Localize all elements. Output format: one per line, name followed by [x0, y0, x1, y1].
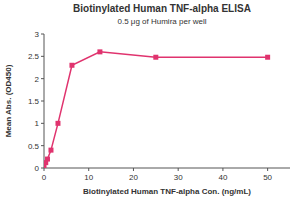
- data-point: [265, 55, 270, 60]
- y-tick: [41, 123, 44, 124]
- x-tick-label: 0: [42, 173, 47, 182]
- y-tick: [41, 145, 44, 146]
- y-tick-label: 1.5: [28, 97, 40, 106]
- y-axis-label: Mean Abs. (OD450): [4, 64, 13, 137]
- y-tick-label: 2.5: [28, 52, 40, 61]
- y-tick: [41, 34, 44, 35]
- x-tick-label: 10: [84, 173, 93, 182]
- data-point: [69, 63, 74, 68]
- x-tick: [44, 168, 45, 171]
- x-tick: [222, 168, 223, 171]
- data-line: [44, 52, 268, 166]
- data-point: [55, 121, 60, 126]
- y-tick-label: 1: [35, 119, 40, 128]
- data-point: [153, 55, 158, 60]
- data-point: [45, 157, 50, 162]
- chart: Biotinylated Human TNF-alpha ELISA 0.5 μg…: [0, 0, 300, 200]
- y-tick: [41, 101, 44, 102]
- x-tick: [178, 168, 179, 171]
- x-tick: [88, 168, 89, 171]
- x-tick: [133, 168, 134, 171]
- plot-area: [44, 49, 270, 168]
- y-tick: [41, 56, 44, 57]
- y-tick-label: 2: [35, 75, 40, 84]
- y-tick-label: 0.5: [28, 142, 40, 151]
- x-tick-label: 40: [218, 173, 227, 182]
- y-tick: [41, 78, 44, 79]
- title: Biotinylated Human TNF-alpha ELISA: [73, 3, 251, 14]
- x-axis: [44, 168, 290, 169]
- y-tick-label: 0: [35, 164, 40, 173]
- subtitle: 0.5 μg of Humira per well: [117, 17, 206, 26]
- data-point: [48, 148, 53, 153]
- x-tick-label: 20: [129, 173, 138, 182]
- x-tick-label: 30: [174, 173, 183, 182]
- y-tick-label: 3: [35, 30, 40, 39]
- data-point: [97, 49, 102, 54]
- x-tick-label: 50: [263, 173, 272, 182]
- x-axis-label: Biotinylated Human TNF-alpha Con. (ng/mL…: [83, 187, 251, 196]
- x-tick: [267, 168, 268, 171]
